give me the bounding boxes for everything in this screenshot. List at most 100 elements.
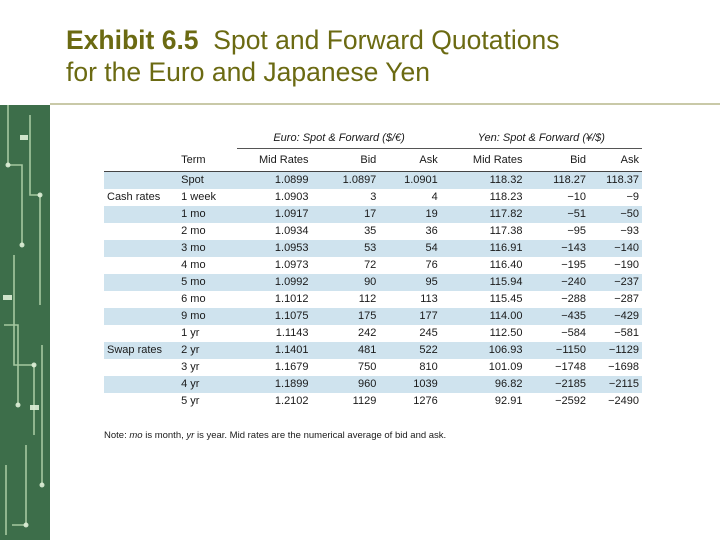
row-term: 2 yr <box>181 344 200 356</box>
row-term: 2 mo <box>181 225 206 237</box>
row-term: Spot <box>181 174 204 186</box>
yen-bid-cell: −1748 <box>555 361 586 373</box>
row-category <box>104 376 178 393</box>
group-header-blank <box>104 128 178 149</box>
yen-mid-cell: 96.82 <box>494 378 523 390</box>
yen-bid-cell: −143 <box>561 242 586 254</box>
table-row: 3 mo 1.0953 53 54 116.91 −143 −140 <box>104 240 642 257</box>
yen-mid-cell: 116.40 <box>489 259 523 271</box>
euro-ask-cell: 810 <box>419 361 438 373</box>
yen-bid-cell: −288 <box>561 293 586 305</box>
column-header-yen-bid: Bid <box>525 148 589 172</box>
yen-bid-cell: −240 <box>561 276 586 288</box>
decorative-side-strip <box>0 0 50 540</box>
title-divider <box>50 103 720 105</box>
title-text-line2: for the Euro and Japanese Yen <box>66 57 430 87</box>
note-yr: yr <box>186 430 195 441</box>
row-term: 9 mo <box>181 310 206 322</box>
euro-mid-cell: 1.1899 <box>274 378 309 390</box>
euro-bid-cell: 750 <box>357 361 377 373</box>
title-text-line1: Spot and Forward Quotations <box>213 25 560 55</box>
row-term: 5 mo <box>181 276 206 288</box>
euro-ask-cell: 54 <box>425 242 438 254</box>
yen-group-header: Yen: Spot & Forward (¥/$) <box>440 128 642 149</box>
column-header-yen-mid: Mid Rates <box>440 148 526 172</box>
euro-bid-cell: 1.0897 <box>342 174 377 186</box>
euro-ask-cell: 76 <box>425 259 438 271</box>
row-category: Cash rates <box>107 191 161 203</box>
table-row: 4 mo 1.0973 72 76 116.40 −195 −190 <box>104 257 642 274</box>
circuit-board-decoration <box>0 105 50 540</box>
quotations-table-container: Euro: Spot & Forward ($/€) Yen: Spot & F… <box>104 128 644 410</box>
euro-mid-cell: 1.0992 <box>274 276 309 288</box>
row-term: 3 mo <box>181 242 206 254</box>
table-row: 1 mo 1.0917 17 19 117.82 −51 −50 <box>104 206 642 223</box>
yen-ask-cell: 118.37 <box>606 174 639 186</box>
yen-bid-cell: −195 <box>561 259 586 271</box>
group-header-blank <box>178 128 237 149</box>
exhibit-number: Exhibit 6.5 <box>66 25 199 55</box>
yen-mid-cell: 92.91 <box>494 395 523 407</box>
euro-ask-cell: 113 <box>420 293 438 305</box>
yen-mid-cell: 117.38 <box>489 225 523 237</box>
table-footnote: Note: mo is month, yr is year. Mid rates… <box>104 430 446 441</box>
euro-bid-cell: 242 <box>357 327 377 339</box>
table-row: 4 yr 1.1899 960 1039 96.82 −2185 −2115 <box>104 376 642 393</box>
table-row: 6 mo 1.1012 112 113 115.45 −288 −287 <box>104 291 642 308</box>
yen-bid-cell: −435 <box>561 310 586 322</box>
euro-mid-cell: 1.0917 <box>274 208 309 220</box>
euro-ask-cell: 95 <box>425 276 438 288</box>
row-term: 4 mo <box>181 259 206 271</box>
yen-bid-cell: −584 <box>561 327 586 339</box>
yen-ask-cell: −429 <box>614 310 639 322</box>
yen-mid-cell: 115.45 <box>489 293 523 305</box>
table-row: 5 yr 1.2102 1129 1276 92.91 −2592 −2490 <box>104 393 642 410</box>
yen-ask-cell: −287 <box>614 293 639 305</box>
euro-ask-cell: 19 <box>425 208 438 220</box>
euro-bid-cell: 17 <box>364 208 377 220</box>
table-body: Spot 1.0899 1.0897 1.0901 118.32 118.27 118.37… <box>104 171 642 410</box>
row-category <box>104 393 178 410</box>
table-row: 3 yr 1.1679 750 810 101.09 −1748 −1698 <box>104 359 642 376</box>
yen-ask-cell: −237 <box>614 276 639 288</box>
yen-bid-cell: −2185 <box>555 378 586 390</box>
row-category <box>104 291 178 308</box>
table-row: Spot 1.0899 1.0897 1.0901 118.32 118.27 118.37 <box>104 171 642 189</box>
euro-bid-cell: 1129 <box>352 395 377 407</box>
yen-ask-cell: −93 <box>620 225 639 237</box>
euro-mid-cell: 1.1401 <box>274 344 309 356</box>
note-mo: mo <box>129 430 143 441</box>
yen-bid-cell: −2592 <box>555 395 586 407</box>
euro-ask-cell: 177 <box>419 310 438 322</box>
euro-mid-cell: 1.0934 <box>274 225 309 237</box>
euro-mid-cell: 1.0973 <box>274 259 309 271</box>
euro-mid-cell: 1.2102 <box>274 395 309 407</box>
row-category <box>104 274 178 291</box>
row-term: 4 yr <box>181 378 200 390</box>
row-category <box>104 257 178 274</box>
row-category <box>104 223 178 240</box>
row-term: 1 mo <box>181 208 206 220</box>
yen-ask-cell: −1698 <box>608 361 639 373</box>
yen-bid-cell: −10 <box>567 191 586 203</box>
yen-mid-cell: 118.23 <box>489 191 523 203</box>
row-category: Swap rates <box>107 344 163 356</box>
yen-bid-cell: −1150 <box>555 344 586 356</box>
row-term: 1 week <box>181 191 216 203</box>
yen-ask-cell: −2490 <box>608 395 639 407</box>
row-category <box>104 240 178 257</box>
column-header-euro-bid: Bid <box>311 148 380 172</box>
row-category <box>104 325 178 342</box>
euro-ask-cell: 245 <box>419 327 438 339</box>
yen-mid-cell: 112.50 <box>489 327 523 339</box>
euro-bid-cell: 72 <box>364 259 377 271</box>
euro-mid-cell: 1.1012 <box>274 293 309 305</box>
yen-ask-cell: −190 <box>614 259 639 271</box>
yen-bid-cell: 118.27 <box>553 174 586 186</box>
column-header-category <box>104 148 179 172</box>
page-title: Exhibit 6.5 Spot and Forward Quotations … <box>66 24 559 88</box>
note-mid1: is month, <box>142 430 187 441</box>
row-term: 5 yr <box>181 395 200 407</box>
table-row: Cash rates 1 week 1.0903 3 4 118.23 −10 −9 <box>104 189 642 206</box>
yen-mid-cell: 117.82 <box>489 208 523 220</box>
